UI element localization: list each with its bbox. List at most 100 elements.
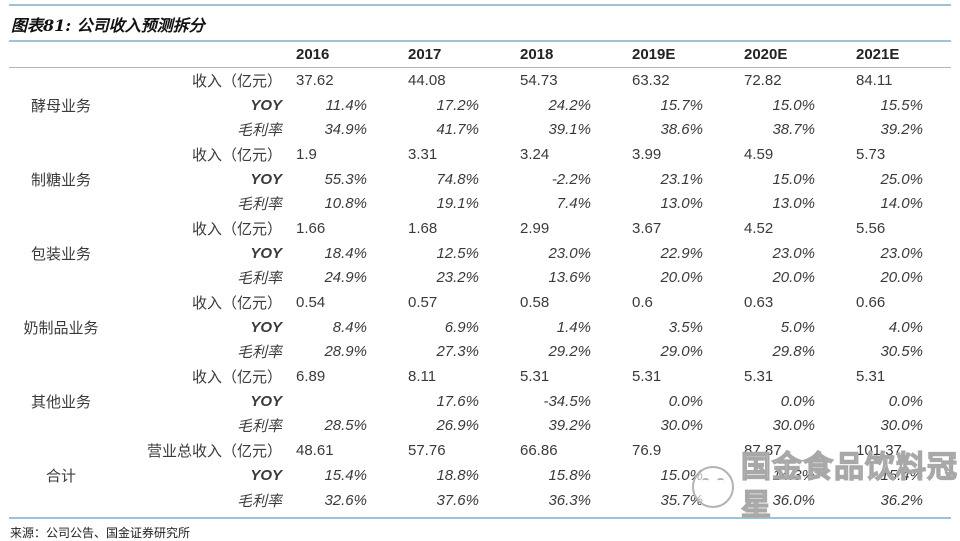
cell-value: 14.3% [772, 466, 815, 484]
cell-value: 15.0% [772, 170, 815, 188]
cell-value: 39.2% [548, 417, 591, 435]
cell-value: 37.62 [296, 71, 334, 89]
table-body: 酵母业务 收入（亿元） 37.62 44.08 54.73 63.32 72.82 84.11… [9, 68, 951, 513]
cell-value: 0.6 [632, 294, 653, 312]
header-spacer-metric [113, 42, 283, 68]
table-row: 奶制品业务 收入（亿元） 0.54 0.57 0.58 0.6 0.63 0.66 [9, 290, 951, 337]
forecast-table: 2016 2017 2018 2019E 2020E 2021E 酵母业务 收入（亿元） 37… [9, 42, 951, 512]
cell-value: 1.68 [408, 219, 438, 237]
cell-value: 36.2% [880, 491, 923, 509]
cell-value: 22.9% [660, 244, 703, 262]
cell-value: 13.0% [660, 195, 703, 213]
table-row: YOY 55.3% 74.8% -2.2% 23.1% 15.0% 25.0% [9, 167, 951, 192]
cell-value: 5.56 [856, 219, 886, 237]
cell-value: 15.5% [880, 96, 923, 114]
cell-value: 23.0% [772, 244, 815, 262]
metric-label: YOY [250, 96, 282, 114]
cell-value: 5.0% [780, 318, 815, 336]
cell-value: 8.4% [332, 318, 367, 336]
table-row: 毛利率 28.9% 27.3% 29.2% 29.0% 29.8% 30.5% [9, 340, 951, 365]
year-header-2020E: 2020E [731, 42, 843, 68]
table-row: YOY 17.6% -34.5% 0.0% 0.0% 0.0% [9, 389, 951, 414]
cell-value: 44.08 [408, 71, 446, 89]
cell-value: 19.1% [436, 195, 479, 213]
cell-value: 5.73 [856, 145, 886, 163]
cell-value: 37.6% [436, 491, 479, 509]
table-row: 合计 营业总收入（亿元） 48.61 57.76 66.86 76.9 87.87 101.3… [9, 438, 951, 485]
cell-value: 1.66 [296, 219, 326, 237]
table-row: 毛利率 24.9% 23.2% 13.6% 20.0% 20.0% 20.0% [9, 266, 951, 291]
group-label: 酵母业务 [30, 96, 91, 115]
table-header-row: 2016 2017 2018 2019E 2020E 2021E [9, 42, 951, 68]
cell-value: -34.5% [543, 392, 591, 410]
cell-value: 27.3% [436, 343, 479, 361]
table-row: 毛利率 32.6% 37.6% 36.3% 35.7% 36.0% 36.2% [9, 488, 951, 513]
cell-value: 23.0% [548, 244, 591, 262]
cell-value: 17.2% [436, 96, 479, 114]
cell-value: 15.4% [324, 466, 367, 484]
cell-value [283, 389, 395, 414]
cell-value: 12.5% [436, 244, 479, 262]
cell-value: 4.59 [744, 145, 774, 163]
cell-value: 84.11 [856, 71, 893, 89]
cell-value: 13.6% [548, 269, 591, 287]
metric-label: 毛利率 [236, 269, 282, 288]
cell-value: 0.66 [856, 294, 886, 312]
table-row: 包装业务 收入（亿元） 1.66 1.68 2.99 3.67 4.52 5.56 [9, 216, 951, 263]
year-header-2021E: 2021E [843, 42, 951, 68]
table-row: YOY 18.4% 12.5% 23.0% 22.9% 23.0% 23.0% [9, 241, 951, 266]
group-label: 奶制品业务 [23, 318, 99, 337]
table-row: 其他业务 收入（亿元） 6.89 8.11 5.31 5.31 5.31 5.31 [9, 364, 951, 411]
cell-value: 35.7% [660, 491, 703, 509]
year-header-2018: 2018 [507, 42, 619, 68]
cell-value: 15.8% [548, 466, 591, 484]
cell-value: 2.99 [520, 219, 550, 237]
cell-value: 63.32 [632, 71, 670, 89]
cell-value: 4.0% [888, 318, 923, 336]
cell-value: 29.2% [548, 343, 591, 361]
cell-value: 18.4% [324, 244, 367, 262]
metric-label: 毛利率 [236, 491, 282, 510]
cell-value: 41.7% [436, 121, 479, 139]
table-row: 酵母业务 收入（亿元） 37.62 44.08 54.73 63.32 72.82 84.11 [9, 68, 951, 115]
cell-value: 55.3% [324, 170, 367, 188]
cell-value: 7.4% [556, 195, 591, 213]
cell-value: 15.4% [880, 466, 923, 484]
year-header-2016: 2016 [283, 42, 395, 68]
cell-value: 36.3% [548, 491, 591, 509]
figure-title: 图表81: 公司收入预测拆分 [9, 4, 951, 42]
cell-value: 3.99 [632, 145, 662, 163]
cell-value: 18.8% [436, 466, 479, 484]
source-note: 来源：公司公告、国金证券研究所 [9, 517, 951, 541]
cell-value: 29.8% [772, 343, 815, 361]
cell-value: 14.0% [880, 195, 923, 213]
table-row: 制糖业务 收入（亿元） 1.9 3.31 3.24 3.99 4.59 5.73 [9, 142, 951, 189]
cell-value: 23.1% [660, 170, 703, 188]
cell-value: 3.31 [408, 145, 438, 163]
cell-value: 23.0% [880, 244, 923, 262]
cell-value: 36.0% [772, 491, 815, 509]
group-label: 合计 [45, 466, 76, 485]
cell-value: 20.0% [880, 269, 923, 287]
cell-value: 29.0% [660, 343, 703, 361]
cell-value: 28.9% [324, 343, 367, 361]
metric-label: 收入（亿元） [191, 145, 282, 164]
metric-label: 收入（亿元） [191, 71, 282, 90]
cell-value: 20.0% [772, 269, 815, 287]
cell-value: 0.54 [296, 294, 326, 312]
group-label: 制糖业务 [30, 170, 91, 189]
cell-value: 5.31 [520, 368, 550, 386]
cell-value: 11.4% [325, 96, 367, 114]
metric-label: 收入（亿元） [191, 219, 282, 238]
cell-value: 13.0% [772, 195, 815, 213]
cell-value: 28.5% [324, 417, 367, 435]
group-label: 包装业务 [30, 244, 91, 263]
cell-value: 15.7% [660, 96, 703, 114]
metric-label: 毛利率 [236, 417, 282, 436]
cell-value: 48.61 [296, 442, 334, 460]
cell-value: 30.0% [880, 417, 923, 435]
metric-label: 收入（亿元） [191, 294, 282, 313]
table-row: 毛利率 34.9% 41.7% 39.1% 38.6% 38.7% 39.2% [9, 117, 951, 142]
year-header-2017: 2017 [395, 42, 507, 68]
cell-value: 26.9% [436, 417, 479, 435]
